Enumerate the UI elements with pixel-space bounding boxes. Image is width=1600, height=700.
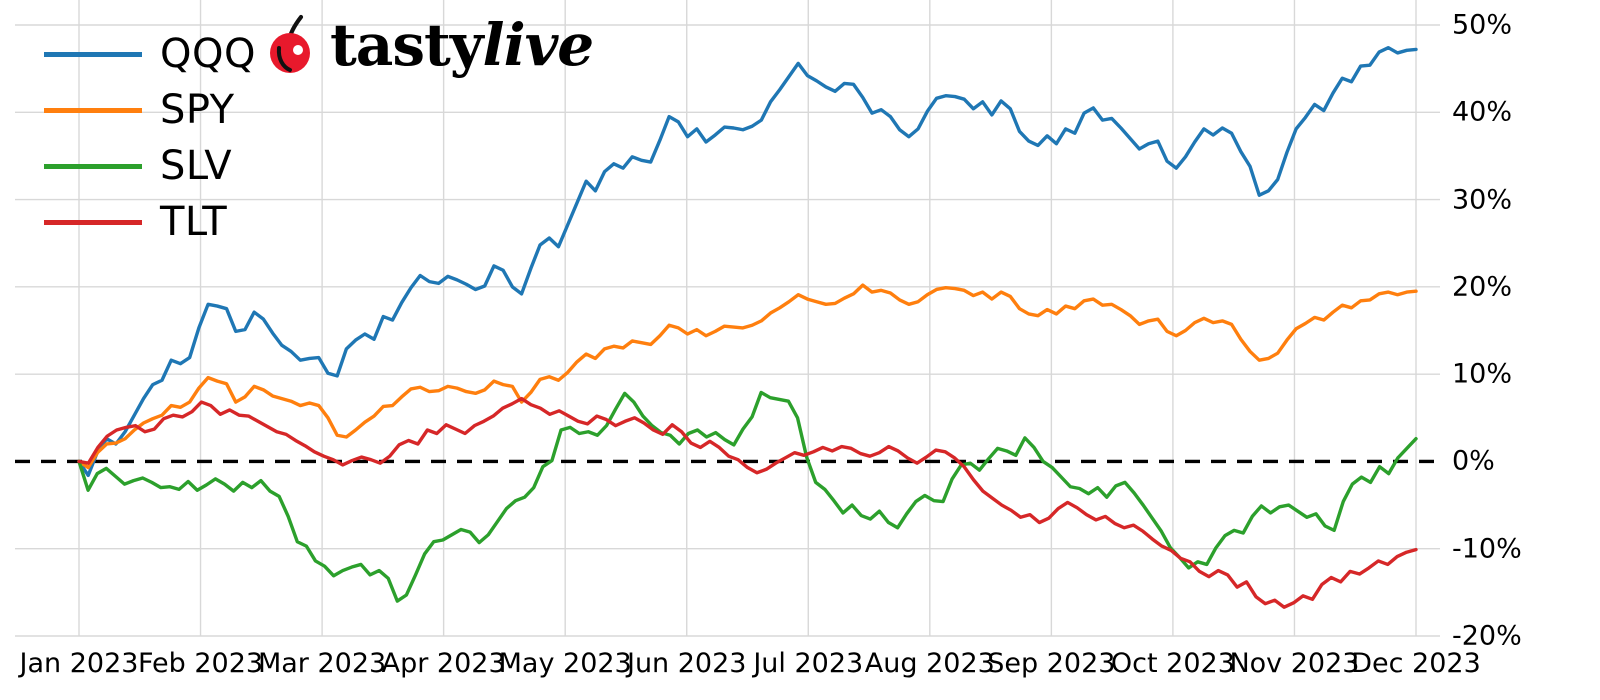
legend-swatch-spy [44, 107, 142, 113]
series-line-tlt [77, 396, 1418, 609]
y-axis-tick-label: 0% [1452, 445, 1495, 477]
x-axis-tick-label: Aug 2023 [864, 648, 995, 679]
x-axis-tick-label: Mar 2023 [257, 648, 387, 679]
legend-swatch-tlt [44, 219, 142, 225]
legend-label-tlt: TLT [160, 199, 228, 245]
series-line-spy [77, 283, 1418, 470]
x-axis-tick-label: Sep 2023 [987, 648, 1116, 679]
legend-label-slv: SLV [160, 143, 233, 189]
legend-swatch-slv [44, 163, 142, 169]
series-lines [77, 45, 1418, 609]
x-axis-tick-label: Jan 2023 [19, 648, 139, 679]
y-axis-tick-label: 10% [1452, 358, 1513, 390]
x-axis-tick-label: May 2023 [498, 648, 632, 679]
cherry-icon [270, 14, 310, 73]
series-line-qqq [77, 45, 1418, 478]
x-axis-tick-label: Feb 2023 [137, 648, 264, 679]
legend-item-qqq[interactable]: QQQ [44, 26, 256, 82]
legend-label-qqq: QQQ [160, 31, 256, 77]
x-axis-tick-label: Oct 2023 [1110, 648, 1235, 679]
legend-item-slv[interactable]: SLV [44, 138, 256, 194]
y-axis-tick-label: 30% [1452, 184, 1513, 216]
x-axis-tick-label: Dec 2023 [1351, 648, 1481, 679]
legend-item-tlt[interactable]: TLT [44, 194, 256, 250]
gridlines [15, 0, 1440, 637]
y-axis-tick-label: -20% [1452, 620, 1522, 652]
y-axis-tick-label: 20% [1452, 271, 1513, 303]
brand-wordmark: tastylive [330, 16, 594, 74]
legend-label-spy: SPY [160, 87, 235, 133]
series-line-slv [77, 390, 1418, 603]
x-axis-tick-label: Jul 2023 [753, 648, 864, 679]
legend-swatch-qqq [44, 51, 142, 57]
legend-item-spy[interactable]: SPY [44, 82, 256, 138]
x-axis-tick-label: Nov 2023 [1229, 648, 1360, 679]
tastylive-logo: tastylive [268, 14, 594, 76]
brand-text-live: live [482, 11, 595, 79]
y-axis-tick-label: 40% [1452, 96, 1513, 128]
brand-text-tasty: tasty [330, 11, 484, 79]
y-axis-tick-label: -10% [1452, 533, 1522, 565]
x-axis-tick-label: Apr 2023 [381, 648, 506, 679]
y-axis-tick-label: 50% [1452, 9, 1513, 41]
x-axis-tick-label: Jun 2023 [626, 648, 747, 679]
chart-legend: QQQ SPY SLV TLT [44, 26, 256, 250]
